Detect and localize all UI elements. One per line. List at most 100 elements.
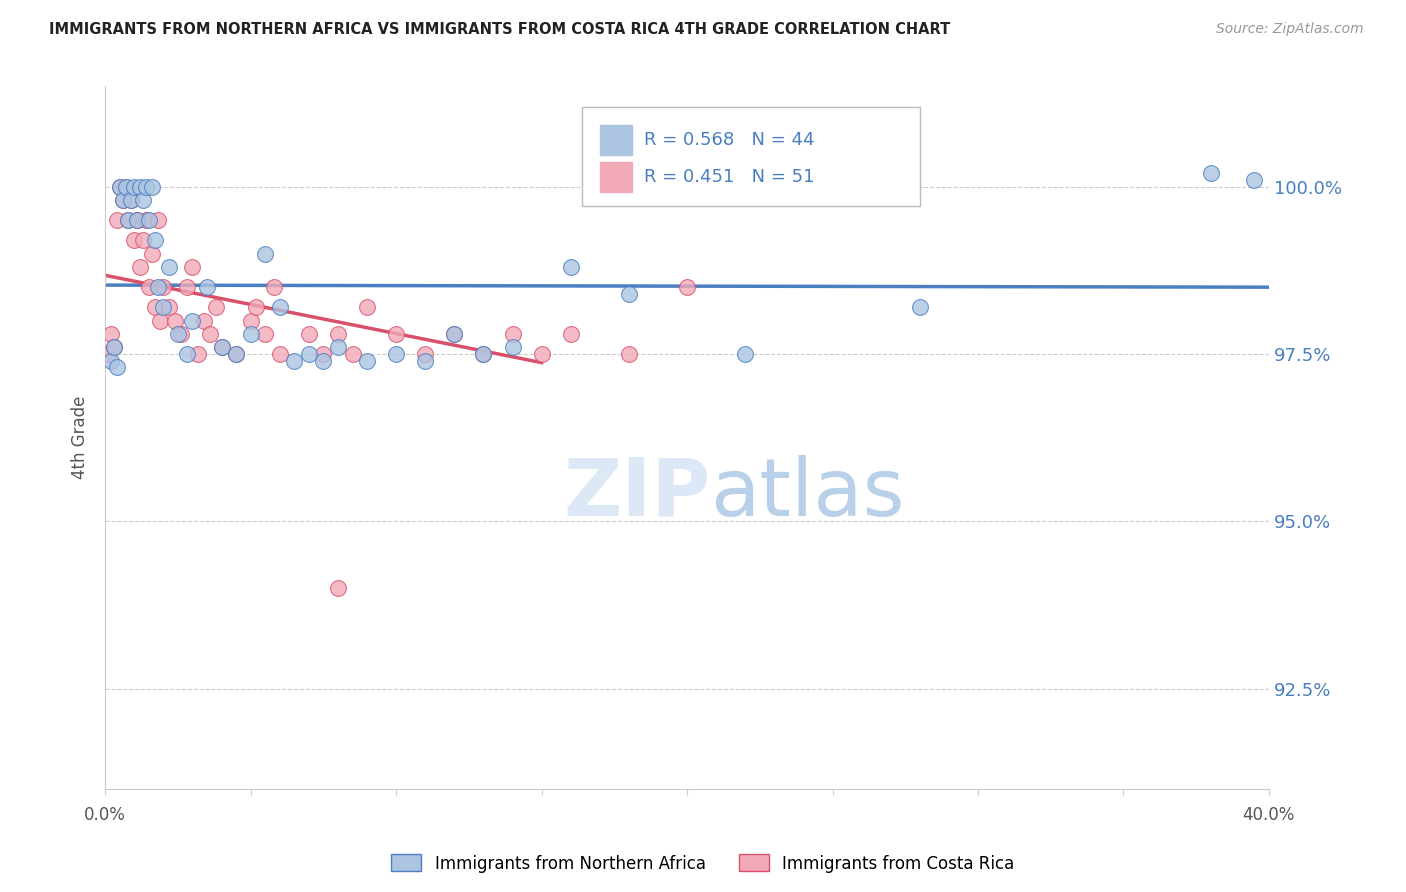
- Point: [152, 300, 174, 314]
- Bar: [600, 162, 633, 192]
- Point: [117, 213, 139, 227]
- Point: [342, 347, 364, 361]
- Point: [326, 340, 349, 354]
- Point: [443, 326, 465, 341]
- Point: [163, 313, 186, 327]
- Point: [149, 313, 172, 327]
- Point: [108, 179, 131, 194]
- Point: [263, 280, 285, 294]
- Point: [239, 326, 262, 341]
- Point: [298, 347, 321, 361]
- Point: [111, 193, 134, 207]
- Text: atlas: atlas: [710, 455, 904, 533]
- Point: [734, 347, 756, 361]
- Point: [132, 233, 155, 247]
- Point: [103, 340, 125, 354]
- Point: [120, 193, 142, 207]
- Point: [100, 326, 122, 341]
- Point: [100, 353, 122, 368]
- Point: [502, 340, 524, 354]
- Point: [472, 347, 495, 361]
- Point: [152, 280, 174, 294]
- Point: [120, 193, 142, 207]
- Point: [105, 360, 128, 375]
- Point: [135, 179, 157, 194]
- Point: [198, 326, 221, 341]
- Point: [254, 246, 277, 260]
- Point: [143, 233, 166, 247]
- Point: [176, 347, 198, 361]
- Point: [225, 347, 247, 361]
- Point: [167, 326, 190, 341]
- Legend: Immigrants from Northern Africa, Immigrants from Costa Rica: Immigrants from Northern Africa, Immigra…: [385, 847, 1021, 880]
- Point: [124, 179, 146, 194]
- Point: [1199, 166, 1222, 180]
- Text: IMMIGRANTS FROM NORTHERN AFRICA VS IMMIGRANTS FROM COSTA RICA 4TH GRADE CORRELAT: IMMIGRANTS FROM NORTHERN AFRICA VS IMMIG…: [49, 22, 950, 37]
- Point: [413, 353, 436, 368]
- Point: [187, 347, 209, 361]
- Text: R = 0.568   N = 44: R = 0.568 N = 44: [644, 131, 814, 149]
- Point: [176, 280, 198, 294]
- Point: [141, 179, 163, 194]
- Point: [143, 300, 166, 314]
- Point: [472, 347, 495, 361]
- Point: [132, 193, 155, 207]
- Point: [127, 213, 149, 227]
- Point: [181, 260, 204, 274]
- Point: [157, 260, 180, 274]
- Bar: [600, 125, 633, 154]
- Point: [530, 347, 553, 361]
- Point: [239, 313, 262, 327]
- Point: [141, 246, 163, 260]
- Point: [908, 300, 931, 314]
- Point: [105, 213, 128, 227]
- Point: [560, 326, 582, 341]
- Point: [114, 179, 136, 194]
- Point: [283, 353, 305, 368]
- Point: [269, 300, 291, 314]
- Point: [211, 340, 233, 354]
- Point: [146, 280, 169, 294]
- Point: [225, 347, 247, 361]
- Point: [254, 326, 277, 341]
- Point: [326, 582, 349, 596]
- Point: [560, 260, 582, 274]
- Point: [117, 213, 139, 227]
- Point: [111, 193, 134, 207]
- Point: [157, 300, 180, 314]
- Point: [103, 340, 125, 354]
- Text: 40.0%: 40.0%: [1243, 805, 1295, 824]
- Point: [195, 280, 218, 294]
- Point: [97, 347, 120, 361]
- Text: ZIP: ZIP: [562, 455, 710, 533]
- Point: [385, 347, 408, 361]
- Text: 0.0%: 0.0%: [84, 805, 127, 824]
- Point: [502, 326, 524, 341]
- Point: [193, 313, 215, 327]
- Point: [127, 213, 149, 227]
- Point: [204, 300, 226, 314]
- Point: [138, 213, 160, 227]
- Point: [617, 347, 640, 361]
- Point: [312, 347, 335, 361]
- Point: [129, 179, 152, 194]
- Point: [114, 179, 136, 194]
- Point: [413, 347, 436, 361]
- Point: [269, 347, 291, 361]
- Point: [1243, 173, 1265, 187]
- Point: [326, 326, 349, 341]
- Point: [356, 353, 378, 368]
- Point: [356, 300, 378, 314]
- Y-axis label: 4th Grade: 4th Grade: [72, 396, 89, 479]
- Point: [298, 326, 321, 341]
- Point: [676, 280, 699, 294]
- Point: [385, 326, 408, 341]
- Text: Source: ZipAtlas.com: Source: ZipAtlas.com: [1216, 22, 1364, 37]
- Point: [245, 300, 267, 314]
- Point: [312, 353, 335, 368]
- Point: [135, 213, 157, 227]
- Point: [617, 286, 640, 301]
- Point: [108, 179, 131, 194]
- Point: [129, 260, 152, 274]
- Point: [146, 213, 169, 227]
